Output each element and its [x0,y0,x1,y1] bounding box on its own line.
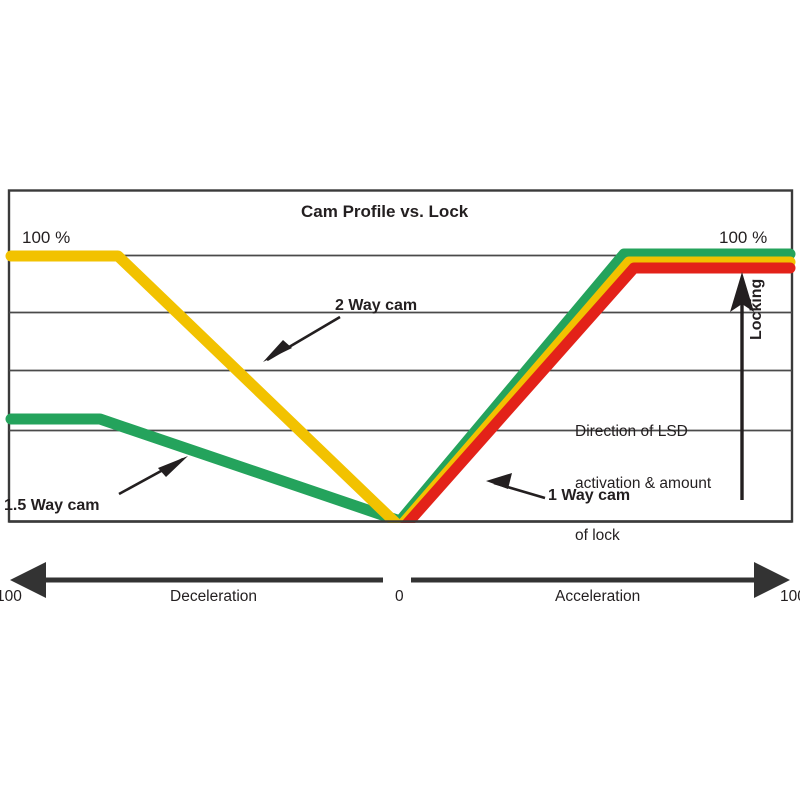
direction-note-line-2: activation & amount [575,474,712,492]
annotation-arrow-1-way-cam [486,473,546,500]
acceleration-arrowhead [754,562,790,598]
direction-axis [10,562,790,598]
acceleration-label: Acceleration [555,588,641,605]
frame-bottom-mask [0,523,800,563]
series-label-1-5-way-cam: 1.5 Way cam [4,497,100,514]
chart-title: Cam Profile vs. Lock [301,202,469,221]
deceleration-arrowhead [10,562,46,598]
axis-tick-left-max: 100 [0,588,22,605]
percent-label-left: 100 % [22,228,71,247]
series-label-2-way-cam: 2 Way cam [335,297,418,314]
annotation-arrow-2-way-cam [263,315,341,362]
annotation-arrow-1-5-way-cam [118,456,188,496]
locking-axis-label: Locking [748,278,765,340]
locking-arrow [730,272,754,500]
series-label-1-way-cam: 1 Way cam [548,487,631,504]
percent-label-right: 100 % [719,228,768,247]
axis-tick-right-max: 100 [780,588,800,605]
axis-tick-zero: 0 [395,588,404,605]
direction-note-line-3: of lock [575,526,620,544]
direction-note-line-1: Direction of LSD [575,422,688,440]
plot-frame [7,189,794,523]
deceleration-label: Deceleration [170,588,258,605]
direction-note: Direction of LSD activation & amount of … [575,388,711,579]
